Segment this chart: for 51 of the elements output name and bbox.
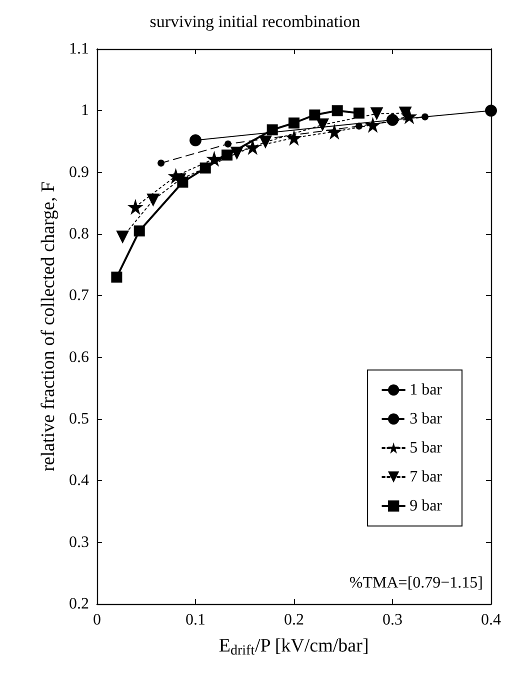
x-tick-label: 0.1 — [186, 612, 206, 628]
point — [134, 225, 145, 236]
point — [485, 104, 497, 117]
annotation: %TMA=[0.79−1.15] — [349, 574, 484, 592]
point — [222, 150, 233, 161]
y-tick-label: 1 — [81, 102, 89, 120]
point — [266, 124, 278, 136]
point — [146, 194, 160, 207]
point — [127, 198, 144, 215]
x-tick-label: 0.2 — [284, 612, 304, 628]
point — [200, 162, 211, 174]
y-tick-label: 0.4 — [69, 472, 89, 490]
x-tick-label: 0.3 — [382, 612, 402, 628]
point — [286, 130, 302, 146]
y-tick-label: 0.6 — [69, 348, 89, 366]
point — [354, 108, 365, 119]
y-tick-label: 0.9 — [69, 164, 89, 181]
y-tick-label: 1.1 — [69, 40, 89, 58]
y-tick-label: 0.3 — [69, 534, 89, 551]
point — [224, 140, 232, 148]
point — [158, 160, 165, 167]
legend-label: 3 bar — [410, 410, 443, 428]
chart-title: surviving initial recombination — [150, 12, 361, 31]
point — [288, 118, 300, 128]
point — [309, 109, 320, 120]
legend-label: 5 bar — [410, 440, 443, 456]
point — [386, 114, 398, 126]
point — [116, 230, 130, 244]
legend-label: 7 bar — [410, 468, 443, 486]
x-tick-label: 0 — [93, 612, 101, 628]
x-tick-label: 0.4 — [481, 612, 501, 628]
point — [364, 116, 381, 133]
point — [401, 108, 418, 124]
point — [206, 150, 222, 167]
point — [422, 113, 429, 120]
y-tick-label: 0.7 — [69, 287, 89, 304]
point — [244, 139, 261, 156]
point — [258, 136, 272, 149]
point — [190, 134, 202, 146]
legend-label: 9 bar — [410, 498, 443, 514]
y-axis-title: relative fraction of collected charge, F — [38, 182, 60, 472]
point — [230, 146, 244, 160]
legend-label: 1 bar — [410, 382, 443, 398]
y-tick-label: 0.8 — [69, 226, 89, 242]
point — [332, 105, 343, 116]
point — [326, 124, 342, 140]
point — [356, 122, 363, 130]
point — [370, 107, 384, 120]
y-tick-label: 0.2 — [69, 596, 89, 612]
y-tick-label: 0.5 — [69, 410, 89, 428]
point — [111, 272, 122, 283]
